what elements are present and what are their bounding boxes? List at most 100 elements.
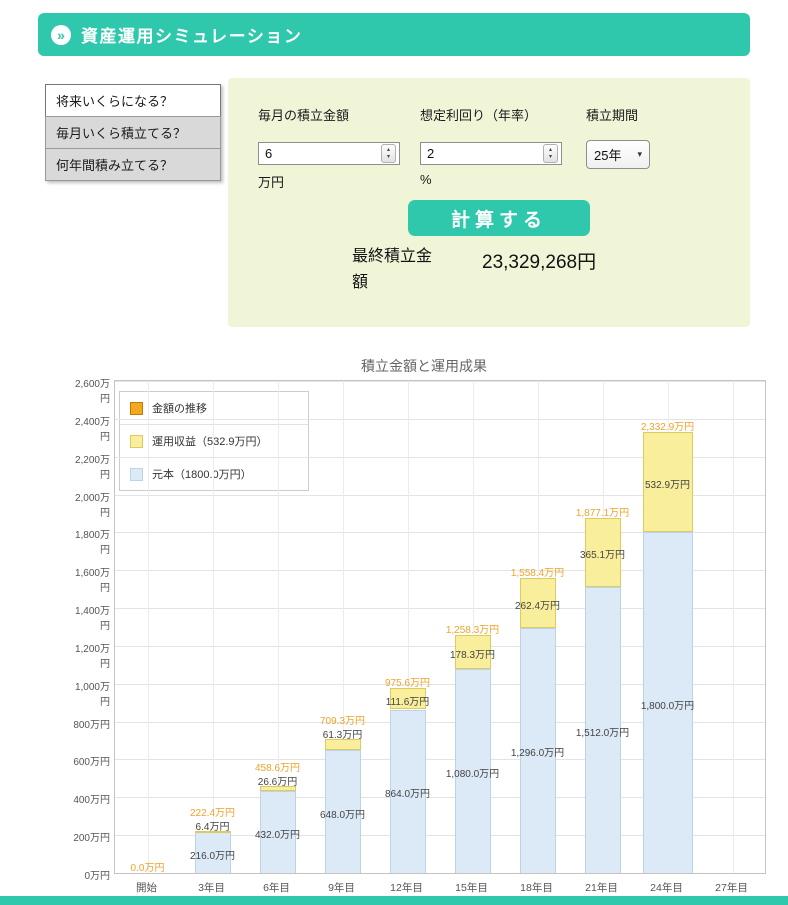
- h-gridline: [115, 456, 765, 458]
- returns-value-label: 6.4万円: [195, 821, 230, 833]
- y-axis-label: 2,200万円: [74, 454, 110, 481]
- double-chevron-icon: »: [51, 24, 71, 45]
- monthly-amount-stepper[interactable]: ▴ ▾: [381, 144, 396, 163]
- rate-stepper[interactable]: ▴ ▾: [543, 144, 558, 163]
- bar-segment-returns[interactable]: [642, 431, 693, 533]
- x-axis-label: 15年目: [455, 882, 488, 894]
- principal-value-label: 648.0万円: [319, 809, 366, 821]
- rate-field: ▴▾: [420, 142, 562, 165]
- bar-segment-returns[interactable]: [324, 738, 361, 751]
- h-gridline: [115, 381, 765, 382]
- legend-label: 運用収益（532.9万円）: [152, 436, 268, 448]
- period-select[interactable]: 25年 ▾: [586, 140, 650, 169]
- x-axis-label: 3年目: [198, 882, 225, 894]
- rate-input[interactable]: [427, 146, 543, 161]
- result-row: 最終積立金額 23,329,268円: [352, 244, 596, 295]
- bar-segment-returns[interactable]: [584, 517, 621, 587]
- total-value-label: 975.6万円: [384, 678, 431, 690]
- y-axis-label: 1,000万円: [74, 681, 110, 708]
- h-gridline: [115, 570, 765, 572]
- x-axis-label: 27年目: [715, 882, 748, 894]
- principal-value-label: 1,296.0万円: [510, 748, 565, 760]
- bar-segment-principal[interactable]: [584, 586, 621, 873]
- h-gridline: [115, 759, 765, 761]
- x-axis-label: 24年目: [650, 882, 683, 894]
- y-axis-label: 0万円: [84, 871, 110, 882]
- tab-future-value[interactable]: 将来いくらになる？: [45, 84, 221, 117]
- y-axis-label: 1,600万円: [74, 568, 110, 595]
- y-axis-label: 1,800万円: [74, 530, 110, 557]
- bar-segment-principal[interactable]: [324, 750, 361, 873]
- monthly-amount-unit: 万円: [258, 175, 285, 190]
- h-gridline: [115, 645, 765, 647]
- bar-segment-principal[interactable]: [519, 627, 556, 873]
- principal-value-label: 432.0万円: [254, 830, 301, 842]
- principal-value-label: 1,800.0万円: [640, 700, 695, 712]
- bar-segment-principal[interactable]: [389, 709, 426, 873]
- x-axis-label: 開始: [136, 882, 157, 894]
- y-axis-label: 600万円: [73, 757, 110, 769]
- x-axis-label: 18年目: [520, 882, 553, 894]
- principal-value-label: 216.0万円: [189, 850, 236, 862]
- y-axis-label: 1,400万円: [74, 606, 110, 633]
- legend-label: 金額の推移: [152, 403, 207, 415]
- page-title: 資産運用シミュレーション: [81, 27, 303, 46]
- monthly-amount-input[interactable]: [265, 146, 381, 161]
- v-gridline: [342, 381, 344, 873]
- bar-segment-principal[interactable]: [454, 668, 491, 873]
- h-gridline: [115, 418, 765, 420]
- v-gridline: [472, 381, 474, 873]
- y-axis-label: 2,400万円: [74, 416, 110, 443]
- y-axis-label: 1,200万円: [74, 643, 110, 670]
- calculate-button[interactable]: 計算する: [408, 200, 590, 236]
- x-axis-label: 12年目: [390, 882, 423, 894]
- h-gridline: [115, 608, 765, 610]
- y-axis-label: 400万円: [73, 795, 110, 807]
- rate-unit: %: [420, 172, 432, 187]
- principal-value-label: 1,080.0万円: [445, 768, 500, 780]
- total-series-swatch-icon: [130, 401, 143, 415]
- page-footer-bar: [0, 896, 788, 905]
- x-axis-label: 21年目: [585, 882, 618, 894]
- bar-segment-returns[interactable]: [454, 634, 491, 669]
- monthly-amount-field: ▴▾: [258, 142, 400, 165]
- legend-item-total[interactable]: 金額の推移: [120, 392, 308, 425]
- principal-value-label: 1,512.0万円: [575, 727, 630, 739]
- period-select-value: 25年: [594, 148, 622, 163]
- x-axis-label: 9年目: [328, 882, 355, 894]
- bar-segment-principal[interactable]: [259, 791, 296, 873]
- returns-value-label: 262.4万円: [514, 600, 561, 612]
- bar-segment-returns[interactable]: [389, 688, 426, 710]
- period-label: 積立期間: [586, 108, 639, 123]
- total-value-label: 2,332.9万円: [640, 421, 695, 433]
- total-value-label: 0.0万円: [130, 863, 165, 874]
- h-gridline: [115, 494, 765, 496]
- y-axis-label: 2,600万円: [74, 379, 110, 405]
- legend-item-principal[interactable]: 元本（1800.0万円）: [120, 458, 308, 490]
- legend-label: 元本（1800.0万円）: [152, 469, 252, 481]
- bar-segment-principal[interactable]: [642, 532, 693, 873]
- bar-segment-returns[interactable]: [519, 578, 556, 628]
- h-gridline: [115, 532, 765, 534]
- total-value-label: 1,258.3万円: [445, 624, 500, 636]
- tab-monthly-amount[interactable]: 毎月いくら積立てる？: [45, 116, 221, 149]
- chevron-down-icon: ▾: [637, 149, 642, 159]
- bar-segment-returns[interactable]: [259, 786, 296, 792]
- total-value-label: 1,877.1万円: [575, 507, 630, 519]
- rate-label: 想定利回り（年率）: [420, 108, 538, 123]
- principal-value-label: 864.0万円: [384, 789, 431, 801]
- returns-value-label: 365.1万円: [579, 550, 626, 562]
- result-label: 最終積立金額: [352, 248, 433, 291]
- returns-value-label: 178.3万円: [449, 649, 496, 661]
- h-gridline: [115, 797, 765, 799]
- v-gridline: [147, 381, 149, 873]
- simulation-mode-tabs: 将来いくらになる？ 毎月いくら積立てる？ 何年間積み立てる？: [45, 84, 221, 181]
- tab-years-needed[interactable]: 何年間積み立てる？: [45, 148, 221, 181]
- monthly-amount-label: 毎月の積立金額: [258, 108, 350, 123]
- plot-area: 金額の推移 運用収益（532.9万円） 元本（1800.0万円） 0.0万円 21…: [114, 380, 766, 874]
- returns-value-label: 111.6万円: [385, 696, 430, 708]
- total-value-label: 709.3万円: [319, 715, 366, 727]
- returns-value-label: 26.6万円: [257, 777, 298, 789]
- total-value-label: 458.6万円: [254, 763, 301, 775]
- bar-segment-returns[interactable]: [194, 830, 231, 833]
